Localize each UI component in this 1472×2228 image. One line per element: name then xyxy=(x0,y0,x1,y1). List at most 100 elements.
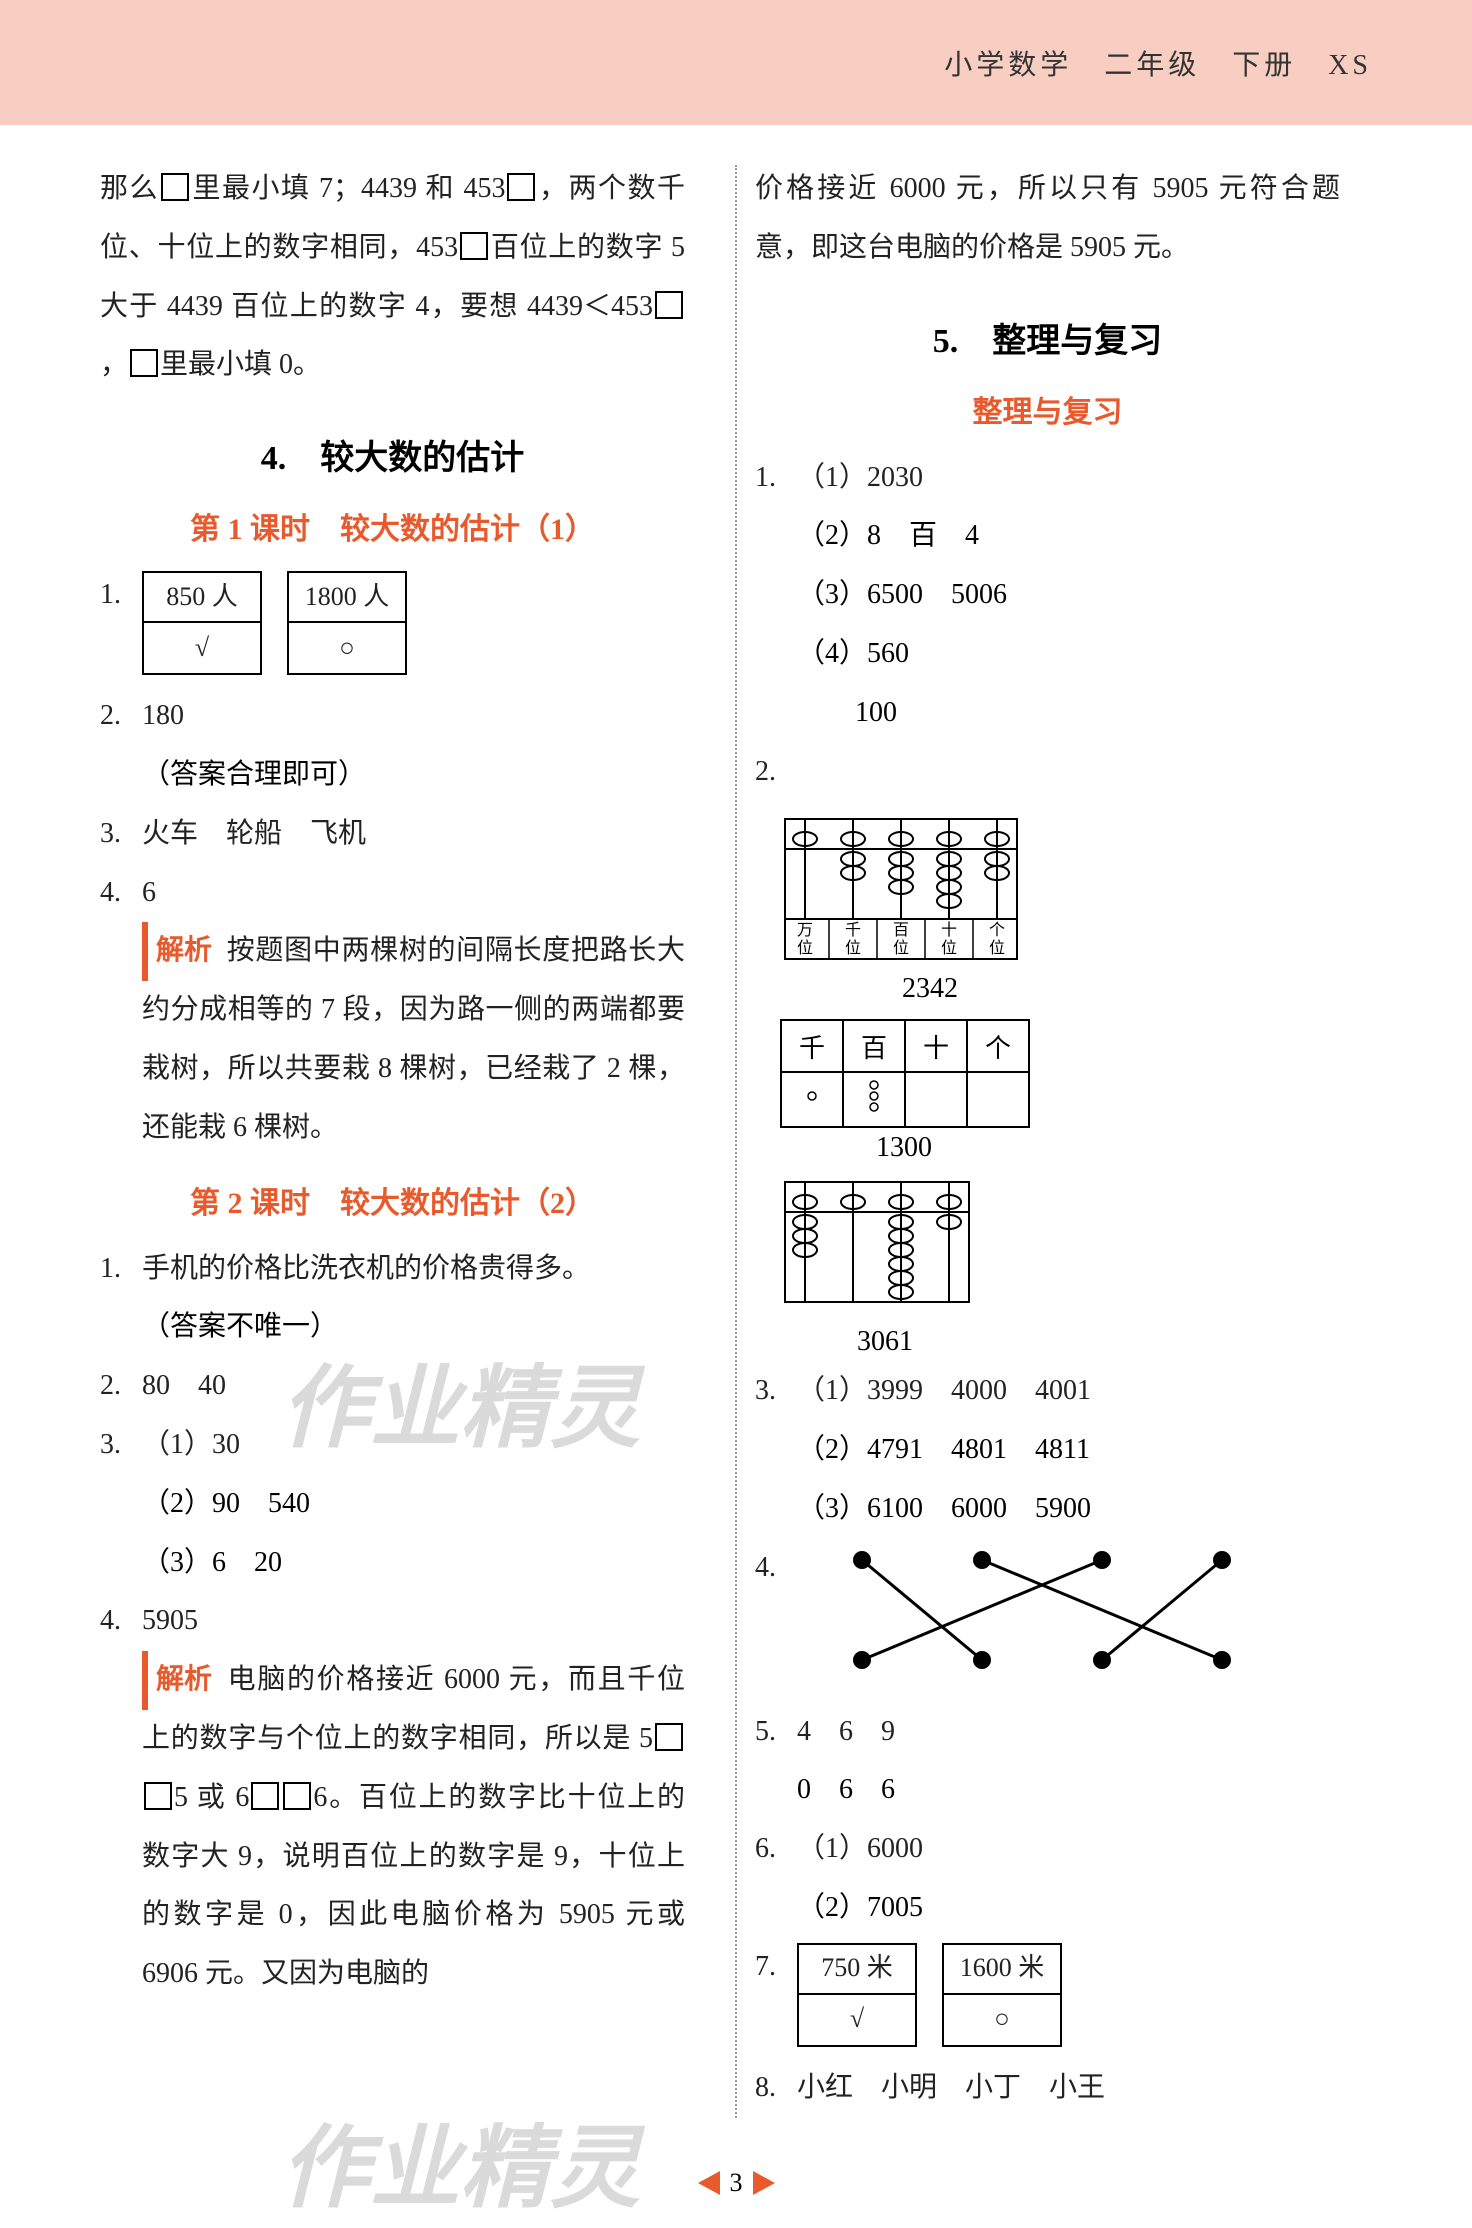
t: 里最小填 7；4439 和 453 xyxy=(191,173,505,204)
column-divider xyxy=(735,165,737,2118)
q-num: 2. xyxy=(100,1357,142,1416)
svg-text:个: 个 xyxy=(989,921,1005,939)
place-table: 千 百 十 个 xyxy=(780,1019,1030,1128)
blank-box xyxy=(655,1723,683,1751)
r-q7: 7. 750 米 √ 1600 米 ○ xyxy=(755,1938,1340,2047)
t: 5 或 6 xyxy=(174,1782,249,1813)
q-body: 火车 轮船 飞机 xyxy=(142,805,685,864)
q-body: 4 6 9 xyxy=(797,1703,1340,1762)
l2q1-note: （答案不唯一） xyxy=(100,1298,685,1357)
box-bot: √ xyxy=(142,623,262,675)
q2-note: （答案合理即可） xyxy=(100,746,685,805)
svg-text:千: 千 xyxy=(845,921,861,939)
r-q4: 4. xyxy=(755,1539,1340,1703)
blank-box xyxy=(130,349,158,377)
t: ， xyxy=(100,349,128,380)
box-pair: 850 人 √ xyxy=(142,571,262,675)
svg-text:位: 位 xyxy=(893,939,909,957)
q-body: 850 人 √ 1800 人 ○ xyxy=(142,566,685,675)
page-header: 小学数学 二年级 下册 XS xyxy=(0,0,1472,125)
ph: 百 xyxy=(843,1020,905,1072)
t: 里最小填 0。 xyxy=(160,349,321,380)
l2q3-3: （3）6 20 xyxy=(100,1534,685,1593)
q-body: （1）30 xyxy=(142,1416,685,1475)
q-num: 7. xyxy=(755,1938,797,2047)
q1: 1. 850 人 √ 1800 人 ○ xyxy=(100,566,685,675)
q-body: 5905 xyxy=(142,1592,685,1651)
box-top: 750 米 xyxy=(797,1943,917,1995)
q-num: 3. xyxy=(100,805,142,864)
blank-box xyxy=(655,291,683,319)
box-top: 1800 人 xyxy=(287,571,407,623)
blank-box xyxy=(144,1782,172,1810)
pb xyxy=(967,1072,1029,1127)
q-body: 小红 小明 小丁 小王 xyxy=(797,2059,1340,2118)
t: 按题图中两棵树的间隔长度把路长大约分成相等的 7 段，因为路一侧的两端都要栽树，… xyxy=(142,935,685,1142)
q-num: 4. xyxy=(755,1539,797,1703)
r-q3-2: （2）4791 4801 4811 xyxy=(755,1421,1340,1480)
blank-box xyxy=(507,173,535,201)
q4: 4. 6 xyxy=(100,864,685,923)
page-footer: 3 xyxy=(0,2158,1472,2228)
q-num: 4. xyxy=(100,1592,142,1651)
box-top: 1600 米 xyxy=(942,1943,1062,1995)
l2q4-exp: 解析电脑的价格接近 6000 元，而且千位上的数字与个位上的数字相同，所以是 5… xyxy=(100,1651,685,2004)
ph: 十 xyxy=(905,1020,967,1072)
page-content: 那么里最小填 7；4439 和 453，两个数千位、十位上的数字相同，453百位… xyxy=(0,125,1472,2158)
l2q4: 4. 5905 xyxy=(100,1592,685,1651)
left-column: 那么里最小填 7；4439 和 453，两个数千位、十位上的数字相同，453百位… xyxy=(100,160,720,2118)
section-5-title: 5. 整理与复习 xyxy=(755,313,1340,362)
r-q6-2: （2）7005 xyxy=(755,1879,1340,1938)
q-num: 6. xyxy=(755,1820,797,1879)
header-text: 小学数学 二年级 下册 XS xyxy=(944,43,1372,83)
page-number: 3 xyxy=(730,2168,743,2198)
svg-text:十: 十 xyxy=(941,921,957,939)
q-body: 80 40 xyxy=(142,1357,685,1416)
svg-text:位: 位 xyxy=(989,939,1005,957)
r-q6: 6. （1）6000 xyxy=(755,1820,1340,1879)
pb xyxy=(781,1072,843,1127)
blank-box xyxy=(460,232,488,260)
jiexi-label: 解析 xyxy=(142,922,212,981)
q-body: （1）2030 xyxy=(797,449,1340,508)
svg-text:位: 位 xyxy=(845,939,861,957)
r-q5: 5. 4 6 9 xyxy=(755,1703,1340,1762)
r-q1-2: （2）8 百 4 xyxy=(755,507,1340,566)
svg-text:位: 位 xyxy=(797,939,813,957)
q-body: （1）3999 4000 4001 xyxy=(797,1362,1340,1421)
abacus-2: 3061 xyxy=(780,1172,1340,1358)
q-body: （1）6000 xyxy=(797,1820,1340,1879)
abacus-svg: 万位千位百位十位个位 xyxy=(780,809,1022,964)
q3: 3. 火车 轮船 飞机 xyxy=(100,805,685,864)
box-top: 850 人 xyxy=(142,571,262,623)
q-num: 5. xyxy=(755,1703,797,1762)
q-num: 1. xyxy=(100,1240,142,1299)
pb xyxy=(905,1072,967,1127)
abacus-1: 万位千位百位十位个位 2342 xyxy=(780,809,1340,1005)
q-body xyxy=(797,1539,1340,1703)
abacus-2-num: 3061 xyxy=(780,1326,990,1358)
sub-title: 整理与复习 xyxy=(755,387,1340,431)
q-num: 4. xyxy=(100,864,142,923)
triangle-left-icon xyxy=(698,2171,720,2195)
q-num: 3. xyxy=(755,1362,797,1421)
q-body: 手机的价格比洗衣机的价格贵得多。 xyxy=(142,1240,685,1299)
ph: 千 xyxy=(781,1020,843,1072)
box-pair: 1600 米 ○ xyxy=(942,1943,1062,2047)
q-num: 2. xyxy=(100,687,142,746)
abacus-svg xyxy=(780,1172,974,1317)
t: 那么 xyxy=(100,173,159,204)
right-cont: 价格接近 6000 元，所以只有 5905 元符合题意，即这台电脑的价格是 59… xyxy=(755,160,1340,278)
l2q3: 3. （1）30 xyxy=(100,1416,685,1475)
q-num: 8. xyxy=(755,2059,797,2118)
r-q5-2: 0 6 6 xyxy=(755,1761,1340,1820)
abacus-1-num: 2342 xyxy=(780,973,1040,1005)
right-column: 价格接近 6000 元，所以只有 5905 元符合题意，即这台电脑的价格是 59… xyxy=(720,160,1340,2118)
box-pair: 1800 人 ○ xyxy=(287,571,407,675)
l2q3-2: （2）90 540 xyxy=(100,1475,685,1534)
r-q1-3: （3）6500 5006 xyxy=(755,566,1340,625)
q-body xyxy=(797,743,1340,802)
lesson-1-title: 第 1 课时 较大数的估计（1） xyxy=(100,504,685,548)
q2: 2. 180 xyxy=(100,687,685,746)
q-num: 1. xyxy=(755,449,797,508)
